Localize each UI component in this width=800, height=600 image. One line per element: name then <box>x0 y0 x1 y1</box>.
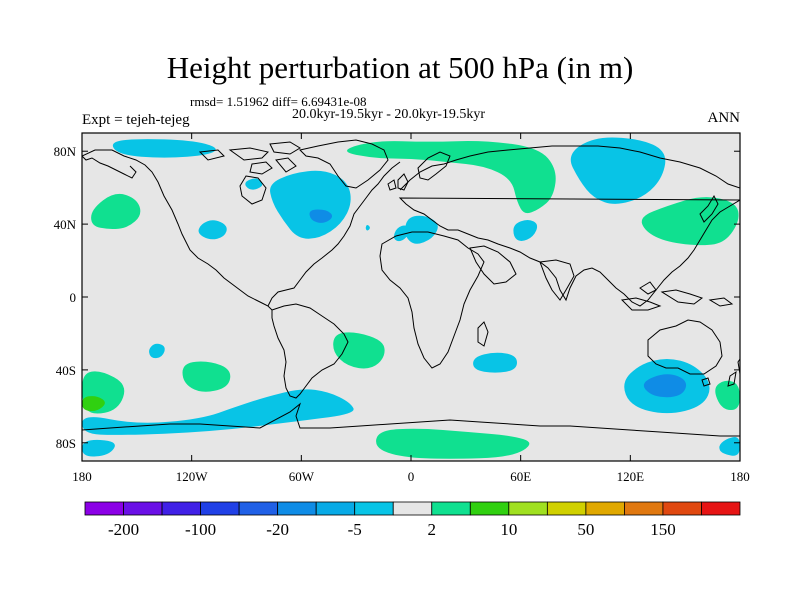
region-north-pacific-positive <box>91 193 141 229</box>
region-east-pacific-negative <box>198 220 227 240</box>
colorbar-label: 150 <box>650 520 676 539</box>
lon-tick-label: 120E <box>617 469 645 484</box>
coastline-india <box>539 259 575 301</box>
region-south-pacific-mid-positive <box>182 361 231 392</box>
region-north-atlantic-core <box>309 209 333 223</box>
colorbar: -200 -100 -20 -5 2 10 50 150 <box>84 501 741 539</box>
cb-7 <box>354 501 394 516</box>
region-south-pacific-small-negative <box>149 343 165 359</box>
region-far-east-positive <box>715 380 740 410</box>
lon-tick-label: 0 <box>408 469 415 484</box>
region-arctic-positive <box>347 141 556 214</box>
colorbar-label: -200 <box>108 520 139 539</box>
cb-2 <box>161 501 201 516</box>
cb-15 <box>662 501 702 516</box>
cb-9 <box>431 501 471 516</box>
region-east-antarctic-positive <box>376 428 530 459</box>
region-dateline-south-negative <box>719 437 740 456</box>
coastline-north-america <box>82 149 401 311</box>
coastline-eurasia <box>398 145 740 307</box>
coastline-japan <box>699 194 719 223</box>
region-southern-ocean-negative <box>82 389 354 435</box>
coastline-british-isles <box>387 173 409 191</box>
region-atlantic-small-negative <box>365 225 370 231</box>
coastline-antarctica <box>82 402 740 437</box>
lon-tick-label: 180 <box>72 469 92 484</box>
region-south-atlantic-positive <box>333 332 385 369</box>
region-labrador-small-negative <box>245 178 263 190</box>
cb-8 <box>392 501 433 516</box>
coastline-arctic-islands <box>198 141 301 175</box>
map-axes: 80N 40N 0 40S 80S 180 120W 60W 0 60E 120E 180 <box>54 133 750 484</box>
cb-5 <box>277 501 317 516</box>
lat-tick-label: 0 <box>70 290 77 305</box>
region-australia-core <box>643 374 687 398</box>
lon-tick-label: 120W <box>176 469 209 484</box>
cb-4 <box>238 501 279 516</box>
coastline-hudson-bay <box>239 175 267 205</box>
coastline-greenland <box>299 139 389 189</box>
colorbar-label: -100 <box>185 520 216 539</box>
coastlines <box>82 139 740 437</box>
region-caspian-negative <box>513 220 538 241</box>
cb-6 <box>315 501 356 516</box>
region-south-indian-negative <box>473 352 517 373</box>
lon-tick-label: 180 <box>730 469 750 484</box>
cb-16 <box>701 501 741 516</box>
region-north-pacific-negative <box>112 139 216 158</box>
colorbar-label: -20 <box>266 520 289 539</box>
experiment-label: Expt = tejeh-tejeg <box>82 112 190 128</box>
region-siberia-negative <box>570 137 666 204</box>
lon-tick-label: 60E <box>510 469 531 484</box>
coastline-australia <box>647 319 723 375</box>
cb-0 <box>84 501 124 516</box>
colorbar-label: 10 <box>500 520 517 539</box>
season-label: ANN <box>707 110 741 126</box>
region-north-atlantic-negative <box>270 170 351 239</box>
coastline-madagascar <box>477 321 489 347</box>
region-mediterranean-negative <box>405 215 438 244</box>
cb-3 <box>200 501 240 516</box>
colorbar-label: 50 <box>577 520 594 539</box>
coastline-scandinavia <box>417 151 451 181</box>
lat-tick-label: 40N <box>54 217 77 232</box>
period-label: 20.0kyr-19.5kyr - 20.0kyr-19.5kyr <box>292 107 486 122</box>
cb-13 <box>585 501 625 516</box>
cb-14 <box>624 501 664 516</box>
lat-tick-label: 80S <box>56 436 76 451</box>
coastline-south-america <box>271 303 349 399</box>
coastline-africa <box>379 231 485 369</box>
coastline-indonesia <box>620 281 734 311</box>
colorbar-label: -5 <box>348 520 362 539</box>
lat-tick-label: 80N <box>54 144 77 159</box>
region-south-pacific-west-core <box>82 396 105 412</box>
region-black-sea-negative <box>393 225 409 242</box>
coastline-arabia <box>469 245 517 285</box>
colorbar-label: 2 <box>428 520 437 539</box>
cb-1 <box>123 501 163 516</box>
anomaly-regions <box>82 137 740 459</box>
stats-label: rmsd= 1.51962 diff= 6.69431e-08 <box>190 94 367 109</box>
lon-tick-label: 60W <box>289 469 315 484</box>
cb-12 <box>546 501 587 516</box>
lat-tick-label: 40S <box>56 363 76 378</box>
coastline-tasmania <box>701 377 711 387</box>
cb-10 <box>469 501 510 516</box>
chart-title: Height perturbation at 500 hPa (in m) <box>166 50 634 85</box>
cb-11 <box>508 501 548 516</box>
region-dateline-west-negative <box>82 439 115 457</box>
